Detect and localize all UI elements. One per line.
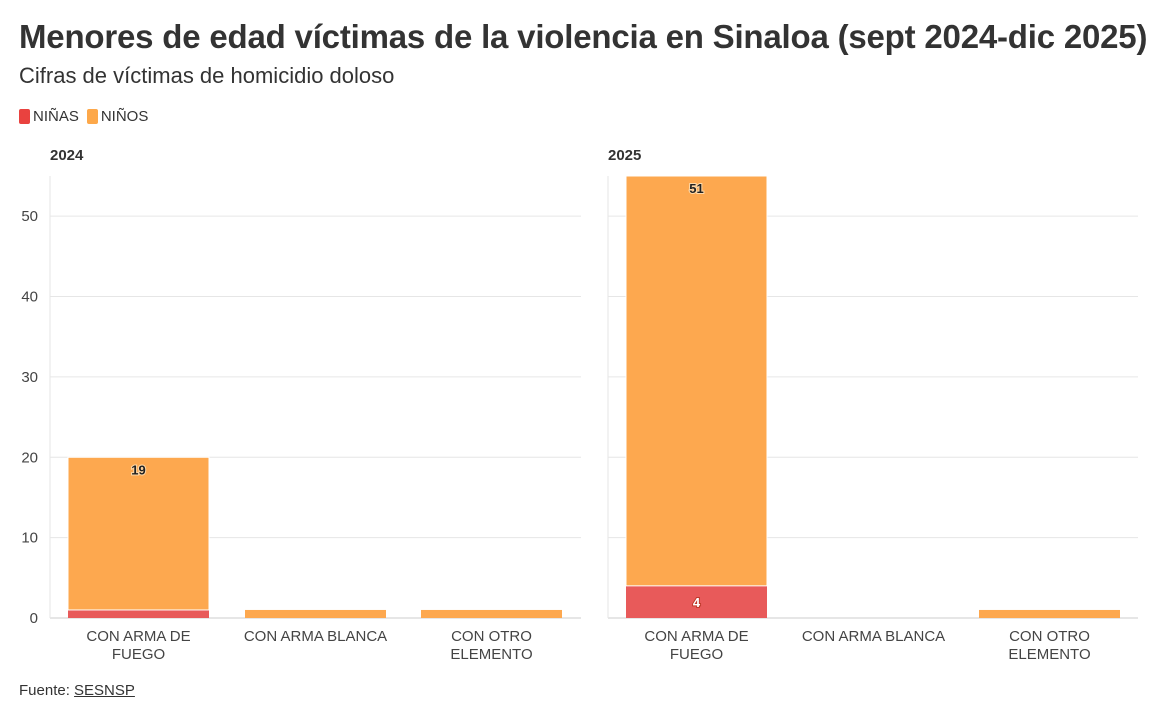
legend-swatch-ninos <box>86 109 98 124</box>
legend-swatch-ninas <box>19 109 30 124</box>
legend-item-ninas[interactable]: NIÑAS <box>19 108 79 125</box>
x-category-label: CON ARMA BLANCA <box>244 628 387 645</box>
y-tick-label: 10 <box>21 530 38 547</box>
y-tick-label: 20 <box>21 449 38 466</box>
chart-subtitle: Cifras de víctimas de homicidio doloso <box>19 63 395 88</box>
chart-title: Menores de edad víctimas de la violencia… <box>19 18 1148 55</box>
legend-label-ninas: NIÑAS <box>33 108 79 125</box>
y-tick-label: 30 <box>21 369 38 386</box>
y-tick-label: 0 <box>30 610 38 627</box>
legend-label-ninos: NIÑOS <box>100 108 149 125</box>
panel-title-2025: 2025 <box>608 147 641 164</box>
bar-ninos-2025-con-arma-de-fuego[interactable] <box>625 175 768 587</box>
bar-ninos-2024-con-arma-de-fuego[interactable] <box>67 456 210 611</box>
footer-source: Fuente: SESNSP <box>19 682 135 699</box>
x-category-label: CON ARMA DE FUEGO <box>644 628 748 663</box>
y-tick-label: 40 <box>21 289 38 306</box>
data-label-ninos-2024: 19 <box>131 462 145 477</box>
bar-ninas-2025-con-arma-de-fuego[interactable] <box>626 585 767 618</box>
y-tick-label: 50 <box>21 208 38 225</box>
x-category-label: CON OTRO ELEMENTO <box>1008 628 1090 663</box>
bar-ninos-2024-con-otro-elemento[interactable] <box>421 609 562 618</box>
x-category-label: CON ARMA DE FUEGO <box>86 628 190 663</box>
bar-ninas-2024-con-arma-de-fuego[interactable] <box>68 609 209 618</box>
footer-source-prefix: Fuente: <box>19 682 70 699</box>
x-category-label: CON OTRO ELEMENTO <box>450 628 532 663</box>
legend: NIÑAS NIÑOS <box>19 108 156 125</box>
data-label-ninos-2025: 51 <box>689 181 703 196</box>
data-label-ninas-2025: 4 <box>693 595 701 610</box>
x-category-label: CON ARMA BLANCA <box>802 628 945 645</box>
panel-title-2024: 2024 <box>50 147 84 164</box>
source-link[interactable]: SESNSP <box>74 682 135 699</box>
bar-ninos-2025-con-otro-elemento[interactable] <box>979 609 1120 618</box>
legend-item-ninos[interactable]: NIÑOS <box>86 108 149 125</box>
bar-ninos-2024-con-arma-blanca[interactable] <box>245 609 386 618</box>
